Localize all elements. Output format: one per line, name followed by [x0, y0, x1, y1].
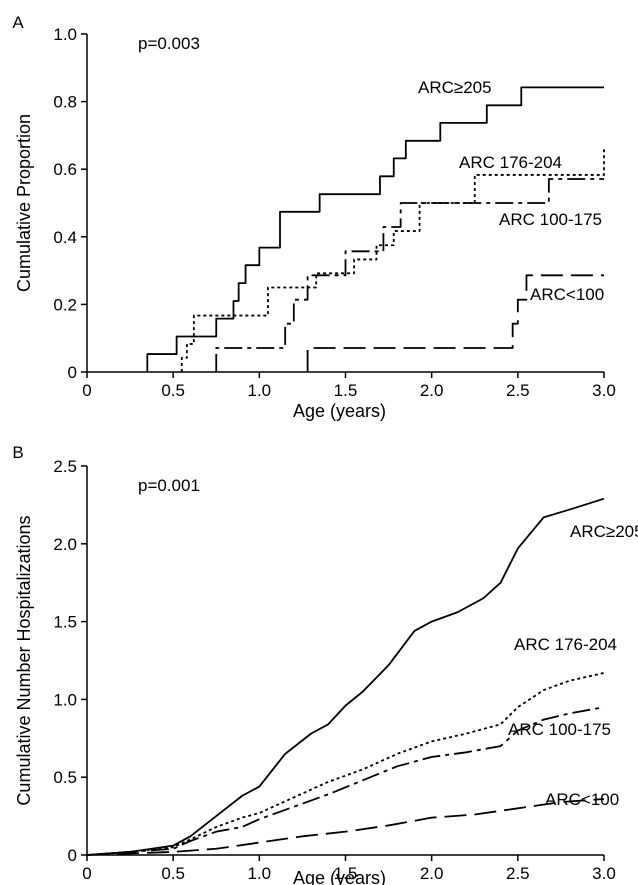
y-tick-label: 1.0 [53, 25, 77, 44]
x-tick-label: 2.0 [420, 381, 444, 400]
p-value-annotation: p=0.003 [138, 34, 200, 53]
series-label-3: ARC 100-175 [508, 720, 611, 739]
series-label-4: ARC<100 [545, 790, 619, 809]
series-label-1: ARC≥205 [418, 78, 492, 97]
series-line-4 [86, 798, 605, 856]
x-tick-label: 3.0 [592, 864, 616, 883]
series-line-3 [86, 706, 605, 856]
series-label-3: ARC 100-175 [499, 210, 602, 229]
x-tick-label: 0 [82, 864, 91, 883]
x-axis-label: Age (years) [293, 401, 386, 421]
x-tick-label: 1.5 [334, 381, 358, 400]
series-line-1 [146, 86, 604, 372]
chart-panel-b: B 0 0.5 1.0 1.5 2.0 2.5 3.0 0 0.5 1.0 1.5 2.0 2.5 Age … [12, 443, 638, 885]
x-axis-label: Age (years) [293, 868, 386, 885]
y-tick-label: 2.0 [53, 535, 77, 554]
series-line-2 [86, 672, 605, 856]
y-tick-label: 0.6 [53, 160, 77, 179]
panel-label: A [12, 13, 24, 32]
series-label-1: ARC≥205 [570, 522, 638, 541]
series-line-4 [306, 274, 604, 372]
y-axis-label: Cumulative Number Hospitalizations [14, 515, 34, 805]
y-tick-label: 2.5 [53, 457, 77, 476]
y-tick-label: 0 [68, 363, 77, 382]
x-tick-label: 0.5 [161, 381, 185, 400]
x-tick-label: 3.0 [592, 381, 616, 400]
x-tick-label: 0.5 [161, 864, 185, 883]
x-tick-label: 1.5 [334, 864, 358, 883]
p-value-annotation: p=0.001 [138, 476, 200, 495]
x-tick-label: 2.5 [506, 381, 530, 400]
y-tick-label: 0 [68, 846, 77, 865]
series-label-2: ARC 176-204 [459, 153, 562, 172]
panel-label: B [12, 443, 23, 462]
y-tick-label: 0.8 [53, 93, 77, 112]
y-tick-label: 0.5 [53, 768, 77, 787]
series-line-2 [180, 146, 605, 372]
series-label-2: ARC 176-204 [514, 635, 617, 654]
chart-panel-a: A 0 0.5 1.0 1.5 2.0 2.5 3.0 0 0.2 0.4 0.6 0.8 1.0 Age … [12, 13, 615, 421]
x-tick-label: 2.0 [420, 864, 444, 883]
series-line-3 [215, 178, 604, 372]
y-axis-label: Cumulative Proportion [14, 114, 34, 292]
series-label-4: ARC<100 [530, 285, 604, 304]
x-tick-label: 0 [82, 381, 91, 400]
x-tick-label: 1.0 [248, 381, 272, 400]
y-tick-label: 0.2 [53, 295, 77, 314]
y-tick-label: 1.5 [53, 613, 77, 632]
x-tick-label: 2.5 [506, 864, 530, 883]
series-line-1 [86, 497, 605, 856]
y-tick-label: 0.4 [53, 228, 77, 247]
x-tick-label: 1.0 [248, 864, 272, 883]
y-tick-label: 1.0 [53, 690, 77, 709]
